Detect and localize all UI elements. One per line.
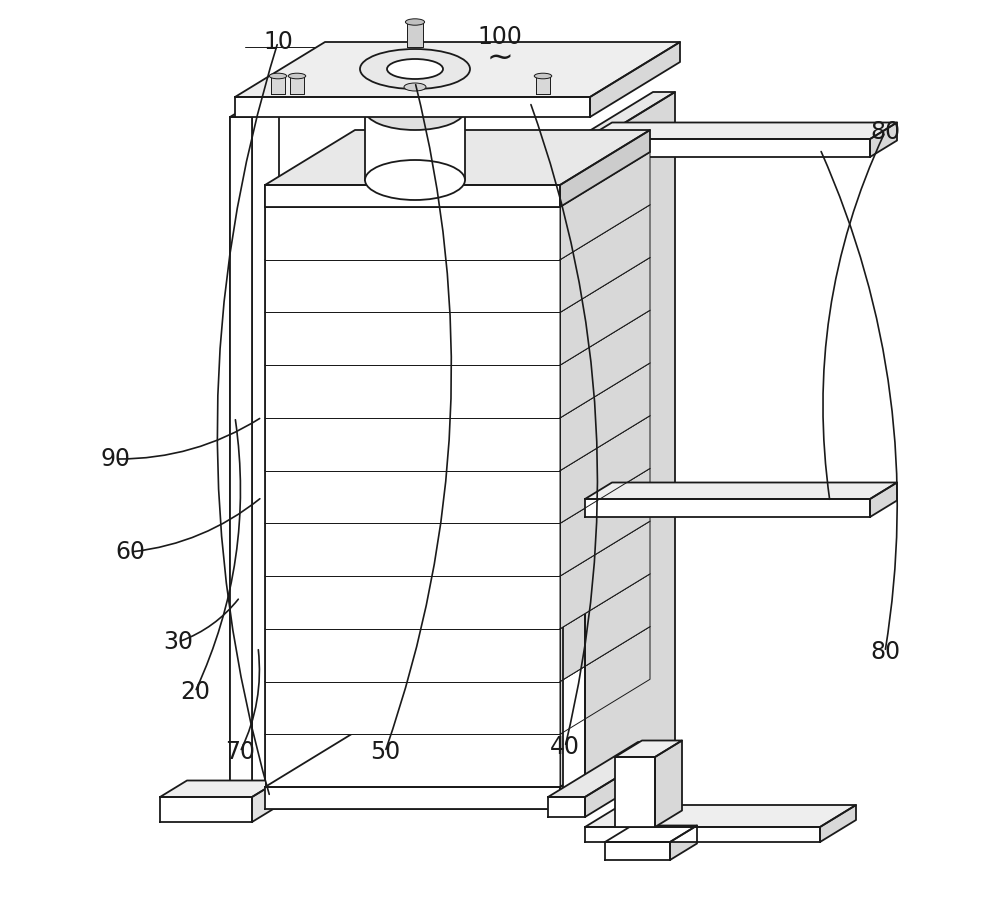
Polygon shape xyxy=(265,258,650,313)
Polygon shape xyxy=(560,732,650,809)
Polygon shape xyxy=(585,827,820,842)
Polygon shape xyxy=(265,629,560,681)
Polygon shape xyxy=(560,469,650,576)
Polygon shape xyxy=(560,626,650,735)
Ellipse shape xyxy=(404,83,426,91)
Polygon shape xyxy=(265,735,560,787)
Polygon shape xyxy=(365,110,465,180)
Polygon shape xyxy=(548,742,675,797)
Polygon shape xyxy=(265,469,650,524)
Polygon shape xyxy=(265,185,560,207)
Ellipse shape xyxy=(365,90,465,130)
Text: 60: 60 xyxy=(115,540,145,564)
Polygon shape xyxy=(820,805,856,842)
Polygon shape xyxy=(230,101,279,117)
Polygon shape xyxy=(252,780,279,822)
Polygon shape xyxy=(160,797,252,822)
Polygon shape xyxy=(605,842,670,860)
Text: 50: 50 xyxy=(370,740,400,764)
Polygon shape xyxy=(585,742,675,817)
Polygon shape xyxy=(560,130,650,207)
Polygon shape xyxy=(265,787,560,809)
Polygon shape xyxy=(563,92,675,147)
Ellipse shape xyxy=(288,73,306,79)
Text: 80: 80 xyxy=(870,640,900,664)
Polygon shape xyxy=(585,482,897,499)
Text: 70: 70 xyxy=(225,740,255,764)
Polygon shape xyxy=(265,524,560,576)
Polygon shape xyxy=(265,310,650,365)
Polygon shape xyxy=(560,258,650,365)
Polygon shape xyxy=(615,741,682,757)
Polygon shape xyxy=(870,482,897,517)
Polygon shape xyxy=(265,521,650,576)
Polygon shape xyxy=(265,204,650,260)
Polygon shape xyxy=(560,415,650,524)
Polygon shape xyxy=(560,310,650,418)
Ellipse shape xyxy=(405,19,425,25)
Polygon shape xyxy=(160,780,279,797)
Polygon shape xyxy=(265,152,650,207)
Text: 30: 30 xyxy=(163,630,193,654)
Ellipse shape xyxy=(360,49,470,89)
Polygon shape xyxy=(265,365,560,418)
Polygon shape xyxy=(265,418,560,470)
Polygon shape xyxy=(265,207,560,260)
Text: 80: 80 xyxy=(870,120,900,144)
Polygon shape xyxy=(536,76,550,94)
Polygon shape xyxy=(290,76,304,94)
Polygon shape xyxy=(590,42,680,117)
Text: 90: 90 xyxy=(100,447,130,471)
Ellipse shape xyxy=(269,73,287,79)
Polygon shape xyxy=(265,681,560,735)
Polygon shape xyxy=(585,139,870,157)
Text: 100: 100 xyxy=(478,25,522,49)
Polygon shape xyxy=(265,574,650,629)
Polygon shape xyxy=(265,313,560,365)
Text: 20: 20 xyxy=(180,680,210,704)
Polygon shape xyxy=(265,415,650,470)
Polygon shape xyxy=(560,679,650,787)
Polygon shape xyxy=(615,757,655,827)
Polygon shape xyxy=(560,574,650,681)
Polygon shape xyxy=(265,130,650,185)
Polygon shape xyxy=(265,679,650,735)
Polygon shape xyxy=(870,123,897,157)
Polygon shape xyxy=(560,152,650,260)
Polygon shape xyxy=(560,204,650,313)
Ellipse shape xyxy=(365,160,465,200)
Polygon shape xyxy=(230,117,252,797)
Polygon shape xyxy=(585,123,897,139)
Text: ~: ~ xyxy=(487,43,513,74)
Ellipse shape xyxy=(387,59,443,79)
Polygon shape xyxy=(265,363,650,418)
Polygon shape xyxy=(407,22,423,47)
Polygon shape xyxy=(585,499,870,517)
Polygon shape xyxy=(560,363,650,470)
Polygon shape xyxy=(235,42,680,97)
Polygon shape xyxy=(265,470,560,524)
Polygon shape xyxy=(265,626,650,681)
Polygon shape xyxy=(563,147,585,797)
Polygon shape xyxy=(271,76,285,94)
Ellipse shape xyxy=(534,73,552,79)
Text: 10: 10 xyxy=(263,30,293,54)
Polygon shape xyxy=(605,825,697,842)
Polygon shape xyxy=(655,741,682,827)
Polygon shape xyxy=(235,97,590,117)
Polygon shape xyxy=(670,825,697,860)
Polygon shape xyxy=(265,732,650,787)
Polygon shape xyxy=(265,576,560,629)
Polygon shape xyxy=(585,805,856,827)
Text: 40: 40 xyxy=(550,735,580,759)
Polygon shape xyxy=(585,92,675,797)
Polygon shape xyxy=(560,521,650,629)
Polygon shape xyxy=(548,797,585,817)
Polygon shape xyxy=(265,260,560,313)
